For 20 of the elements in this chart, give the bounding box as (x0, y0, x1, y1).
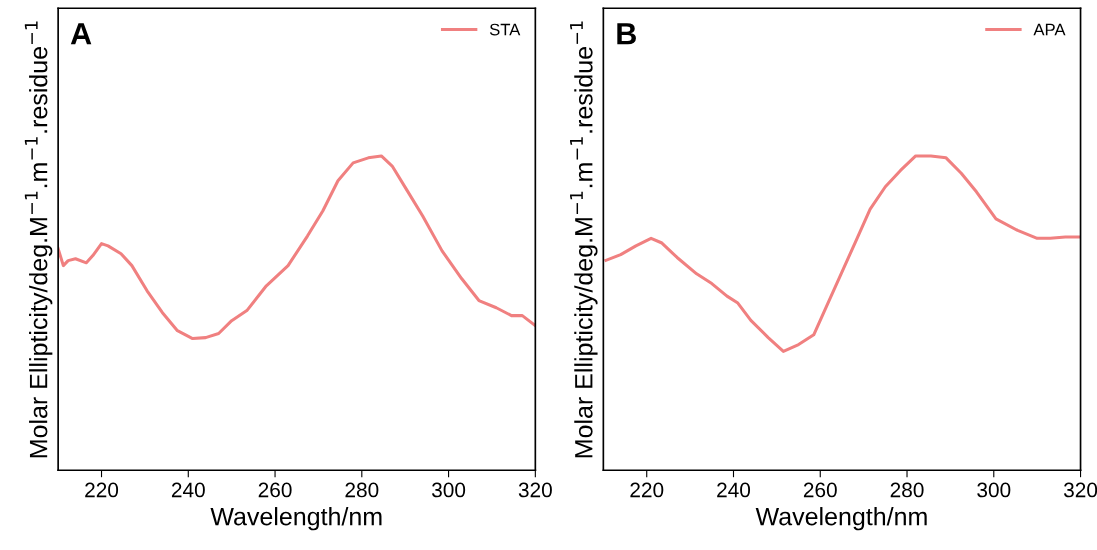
y-axis-title: Molar Ellipticity/deg.M$^{−1}$.m$^{−1}$.residue$^{−1}$ (570, 21, 598, 458)
x-tick-label: 300 (977, 482, 1011, 498)
x-tick-label: 280 (890, 482, 924, 498)
y-axis-title: Molar Ellipticity/deg.M$^{−1}$.m$^{−1}$.residue$^{−1}$ (24, 21, 53, 458)
x-axis-title: Wavelength/nm (210, 507, 382, 531)
legend-label: STA (489, 23, 521, 36)
text: B (617, 23, 636, 45)
x-tick-label: 260 (258, 482, 292, 498)
x-axis-title: Wavelength/nm (755, 507, 927, 531)
x-tick-label: 280 (345, 482, 379, 498)
text: A (70, 23, 92, 45)
x-tick-label: 300 (431, 482, 466, 498)
x-tick-label: 260 (803, 482, 837, 498)
x-tick-label: 240 (717, 482, 751, 498)
x-tick-label: 220 (85, 482, 119, 498)
x-tick-label: 320 (518, 482, 552, 498)
x-tick-label: 240 (171, 482, 205, 498)
legend-label: APA (1033, 23, 1066, 36)
x-tick-label: 320 (1063, 482, 1097, 498)
x-tick-label: 220 (630, 482, 664, 498)
